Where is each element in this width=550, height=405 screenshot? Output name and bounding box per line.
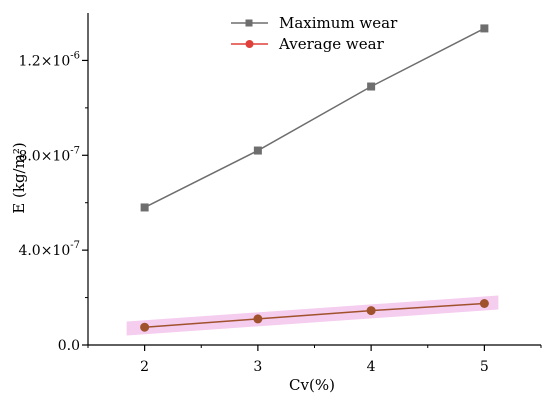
data-point-maximum-wear [253,146,262,155]
data-point-maximum-wear [367,82,376,91]
x-tick-label: 5 [480,359,489,375]
y-axis-title: E (kg/m²) [10,142,28,213]
data-point-maximum-wear [140,203,149,212]
y-ticks: 0.0 4.0×10-7 8.0×10-7 1.2×10-6 [18,50,88,354]
legend-item-average-wear: Average wear [231,35,385,53]
data-point-maximum-wear [480,24,489,33]
series-line-maximum-wear [144,27,485,209]
legend-item-maximum-wear: Maximum wear [231,14,398,32]
x-axis-title: Cv(%) [289,376,335,394]
series-layer [140,24,489,332]
axes [87,13,541,346]
data-point-average-wear [253,314,263,324]
y-tick-label: 1.2×10-6 [18,50,80,69]
x-tick-label: 3 [253,359,262,375]
legend-marker-average-wear [245,40,254,48]
y-tick-label: 8.0×10-7 [18,145,80,164]
x-ticks: 2 3 4 5 [87,345,542,375]
data-point-average-wear [366,306,376,316]
series-line-average-wear [144,302,485,328]
x-tick-label: 4 [367,359,376,375]
legend-marker-maximum-wear [245,19,253,27]
legend-label-maximum-wear: Maximum wear [279,14,398,32]
x-tick-label: 2 [140,359,149,375]
y-tick-label: 4.0×10-7 [18,240,80,259]
y-tick-label: 0.0 [58,338,80,354]
legend: Maximum wear Average wear [231,14,398,53]
legend-label-average-wear: Average wear [278,35,385,53]
data-point-average-wear [140,322,150,332]
data-point-average-wear [479,299,489,308]
